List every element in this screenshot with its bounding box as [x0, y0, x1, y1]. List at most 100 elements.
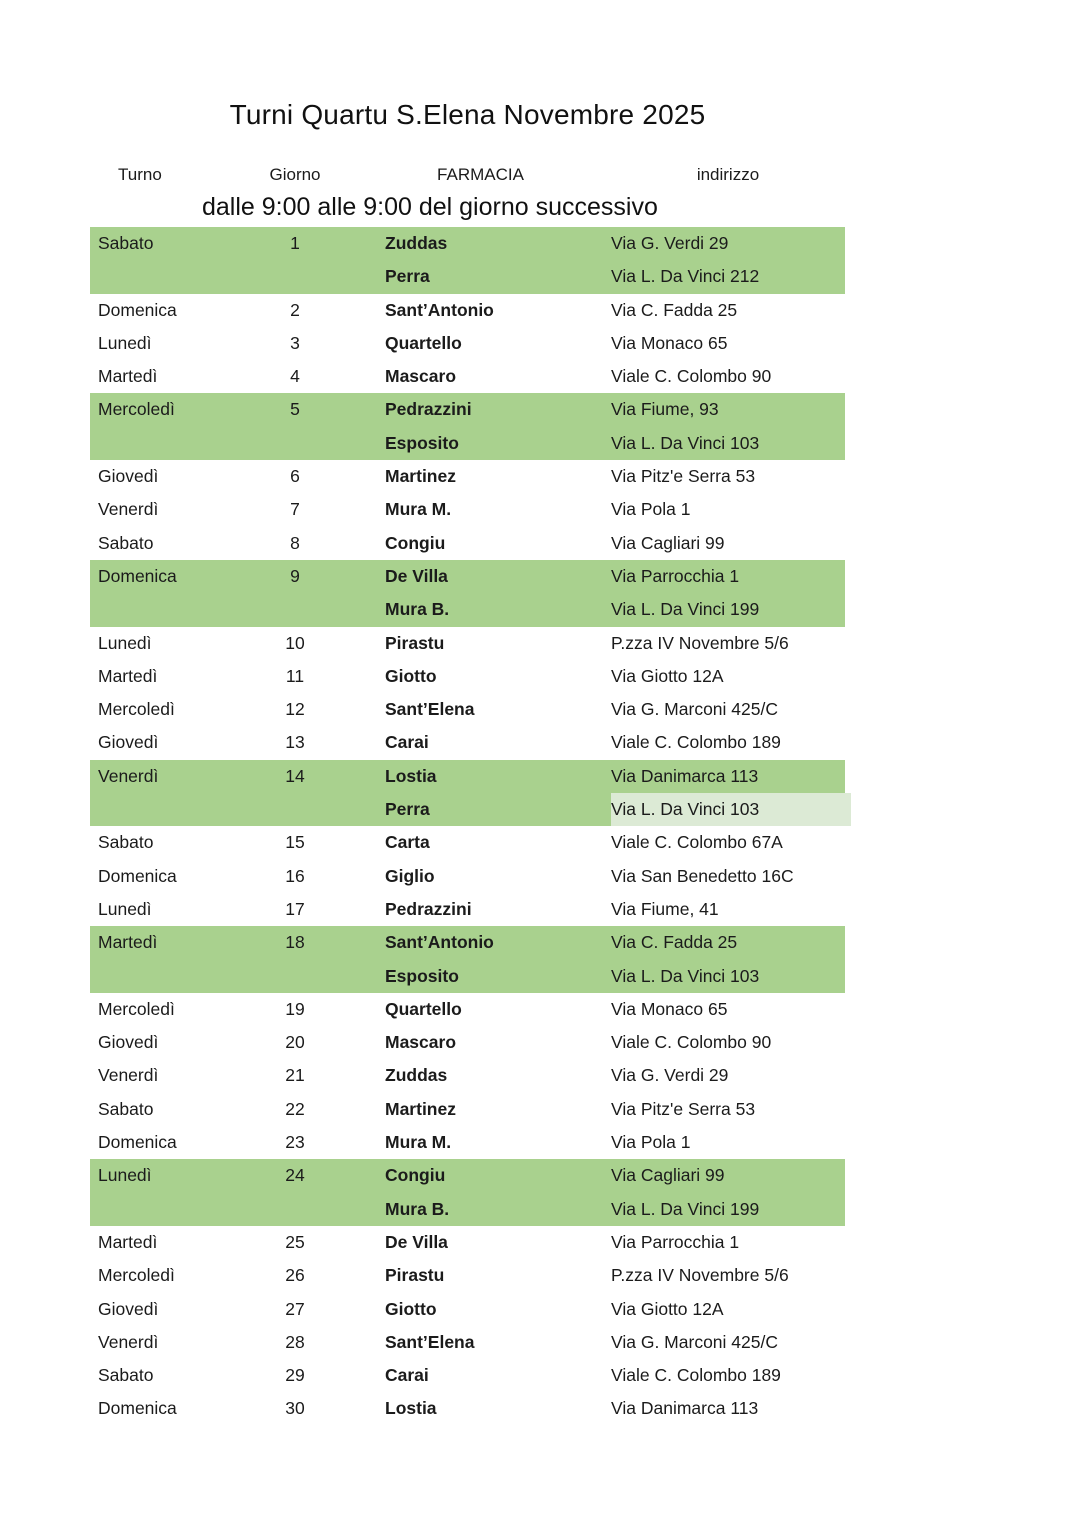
turno-cell: Sabato: [98, 1098, 154, 1119]
pharmacy-entry: Lostia Via Danimarca 113: [350, 1392, 845, 1425]
pharmacy-entry: Zuddas Via G. Verdi 29: [350, 1059, 845, 1092]
turno-cell: Mercoledì: [98, 998, 175, 1019]
turno-cell: Sabato: [98, 532, 154, 553]
table-row: Giovedì 6 Martinez Via Pitz'e Serra 53: [90, 460, 845, 493]
farmacia-cell: Pedrazzini: [385, 898, 472, 919]
farmacia-cell: Esposito: [385, 965, 459, 986]
pharmacy-entry: Pedrazzini Via Fiume, 41: [350, 893, 845, 926]
pharmacy-entries: Martinez Via Pitz'e Serra 53: [350, 460, 845, 493]
indirizzo-cell: Via Parrocchia 1: [611, 565, 740, 586]
pharmacy-entries: Mascaro Viale C. Colombo 90: [350, 360, 845, 393]
indirizzo-cell: Via L. Da Vinci 212: [611, 266, 760, 287]
pharmacy-entry: De Villa Via Parrocchia 1: [350, 1226, 845, 1259]
farmacia-cell: Giotto: [385, 665, 437, 686]
pharmacy-entries: Sant’Elena Via G. Marconi 425/C: [350, 1326, 845, 1359]
giorno-cell: 16: [285, 865, 305, 886]
turno-cell: Domenica: [98, 299, 177, 320]
indirizzo-cell: Via Danimarca 113: [611, 765, 759, 786]
giorno-cell: 8: [290, 532, 300, 553]
pharmacy-entries: De Villa Via Parrocchia 1 Mura B. Via L. Da…: [350, 560, 845, 627]
pharmacy-entry: Esposito Via L. Da Vinci 103: [350, 960, 845, 993]
farmacia-cell: Giglio: [385, 865, 435, 886]
table-row: Lunedì 3 Quartello Via Monaco 65: [90, 327, 845, 360]
table-row: Sabato 8 Congiu Via Cagliari 99: [90, 527, 845, 560]
pharmacy-entry: Pirastu P.zza IV Novembre 5/6: [350, 627, 845, 660]
farmacia-cell: Congiu: [385, 532, 446, 553]
indirizzo-cell: Viale C. Colombo 90: [611, 366, 772, 387]
indirizzo-cell: Via G. Marconi 425/C: [611, 1331, 778, 1352]
turno-cell: Lunedì: [98, 632, 152, 653]
table-row: Lunedì 17 Pedrazzini Via Fiume, 41: [90, 893, 845, 926]
indirizzo-cell: Via Fiume, 93: [611, 399, 719, 420]
farmacia-cell: Mura B.: [385, 599, 450, 620]
farmacia-cell: De Villa: [385, 565, 448, 586]
farmacia-cell: Martinez: [385, 466, 456, 487]
table-row: Martedì 11 Giotto Via Giotto 12A: [90, 660, 845, 693]
turno-cell: Venerdì: [98, 765, 159, 786]
pharmacy-entry: Martinez Via Pitz'e Serra 53: [350, 1093, 845, 1126]
farmacia-cell: Sant’Antonio: [385, 299, 494, 320]
indirizzo-cell: Via Monaco 65: [611, 998, 728, 1019]
hours-note: dalle 9:00 alle 9:00 del giorno successi…: [202, 193, 658, 221]
giorno-cell: 17: [285, 898, 305, 919]
farmacia-cell: Carai: [385, 1365, 429, 1386]
turno-cell: Martedì: [98, 665, 158, 686]
pharmacy-entry: Esposito Via L. Da Vinci 103: [350, 427, 845, 460]
pharmacy-entry: Martinez Via Pitz'e Serra 53: [350, 460, 845, 493]
document-content: Turni Quartu S.Elena Novembre 2025 Turno…: [90, 0, 851, 1426]
farmacia-cell: Lostia: [385, 765, 437, 786]
farmacia-cell: Giotto: [385, 1298, 437, 1319]
pharmacy-entry: Giglio Via San Benedetto 16C: [350, 860, 845, 893]
table-row: Venerdì 21 Zuddas Via G. Verdi 29: [90, 1059, 845, 1092]
header-giorno: Giorno: [269, 165, 321, 184]
giorno-cell: 23: [285, 1132, 305, 1153]
pharmacy-entry: Giotto Via Giotto 12A: [350, 660, 845, 693]
table-row: Sabato 29 Carai Viale C. Colombo 189: [90, 1359, 845, 1392]
indirizzo-cell: Via Fiume, 41: [611, 898, 719, 919]
pharmacy-entries: Zuddas Via G. Verdi 29: [350, 1059, 845, 1092]
indirizzo-cell: Via Pitz'e Serra 53: [611, 1098, 756, 1119]
indirizzo-cell: Via L. Da Vinci 199: [611, 599, 760, 620]
indirizzo-cell: Via C. Fadda 25: [611, 932, 738, 953]
table-row: Domenica 2 Sant’Antonio Via C. Fadda 25: [90, 294, 845, 327]
turno-cell: Lunedì: [98, 1165, 152, 1186]
indirizzo-cell: Via Danimarca 113: [611, 1398, 759, 1419]
turno-cell: Martedì: [98, 1231, 158, 1252]
pharmacy-entry: Congiu Via Cagliari 99: [350, 1159, 845, 1192]
indirizzo-cell: Via L. Da Vinci 103: [611, 965, 760, 986]
turno-cell: Sabato: [98, 832, 154, 853]
indirizzo-cell: Via Giotto 12A: [611, 665, 724, 686]
table-row: Domenica 9 De Villa Via Parrocchia 1 Mura B.…: [90, 559, 845, 627]
pharmacy-entry: Perra Via L. Da Vinci 103: [350, 793, 851, 827]
pharmacy-entry: Quartello Via Monaco 65: [350, 327, 845, 360]
pharmacy-entry: Pedrazzini Via Fiume, 93: [350, 393, 845, 426]
farmacia-cell: Congiu: [385, 1165, 446, 1186]
indirizzo-cell: Via L. Da Vinci 103: [611, 432, 760, 453]
turno-cell: Giovedì: [98, 732, 159, 753]
table-row: Mercoledì 26 Pirastu P.zza IV Novembre 5/6: [90, 1259, 845, 1292]
pharmacy-entry: Sant’Antonio Via C. Fadda 25: [350, 294, 845, 327]
giorno-cell: 22: [285, 1098, 305, 1119]
table-row: Martedì 4 Mascaro Viale C. Colombo 90: [90, 360, 845, 393]
farmacia-cell: Mascaro: [385, 366, 457, 387]
farmacia-cell: Quartello: [385, 998, 462, 1019]
table-row: Sabato 1 Zuddas Via G. Verdi 29 Perra Via L. …: [90, 227, 845, 294]
indirizzo-cell: Via Giotto 12A: [611, 1298, 724, 1319]
table-row: Mercoledì 19 Quartello Via Monaco 65: [90, 993, 845, 1026]
pharmacy-entries: Quartello Via Monaco 65: [350, 327, 845, 360]
pharmacy-entries: Giotto Via Giotto 12A: [350, 660, 845, 693]
farmacia-cell: Perra: [385, 799, 430, 820]
table-row: Venerdì 14 Lostia Via Danimarca 113 Perra Via…: [90, 759, 851, 827]
farmacia-cell: Carta: [385, 832, 430, 853]
pharmacy-entry: Sant’Elena Via G. Marconi 425/C: [350, 1326, 845, 1359]
header-farmacia: FARMACIA: [437, 165, 524, 184]
table-row: Mercoledì 5 Pedrazzini Via Fiume, 93 Esposit…: [90, 393, 845, 461]
pharmacy-entry: Sant’Antonio Via C. Fadda 25: [350, 926, 845, 959]
indirizzo-cell: Via L. Da Vinci 103: [611, 793, 851, 827]
giorno-cell: 19: [285, 998, 305, 1019]
turno-cell: Domenica: [98, 565, 177, 586]
indirizzo-cell: Via L. Da Vinci 199: [611, 1198, 760, 1219]
turno-cell: Domenica: [98, 865, 177, 886]
pharmacy-entries: Carta Viale C. Colombo 67A: [350, 826, 845, 859]
